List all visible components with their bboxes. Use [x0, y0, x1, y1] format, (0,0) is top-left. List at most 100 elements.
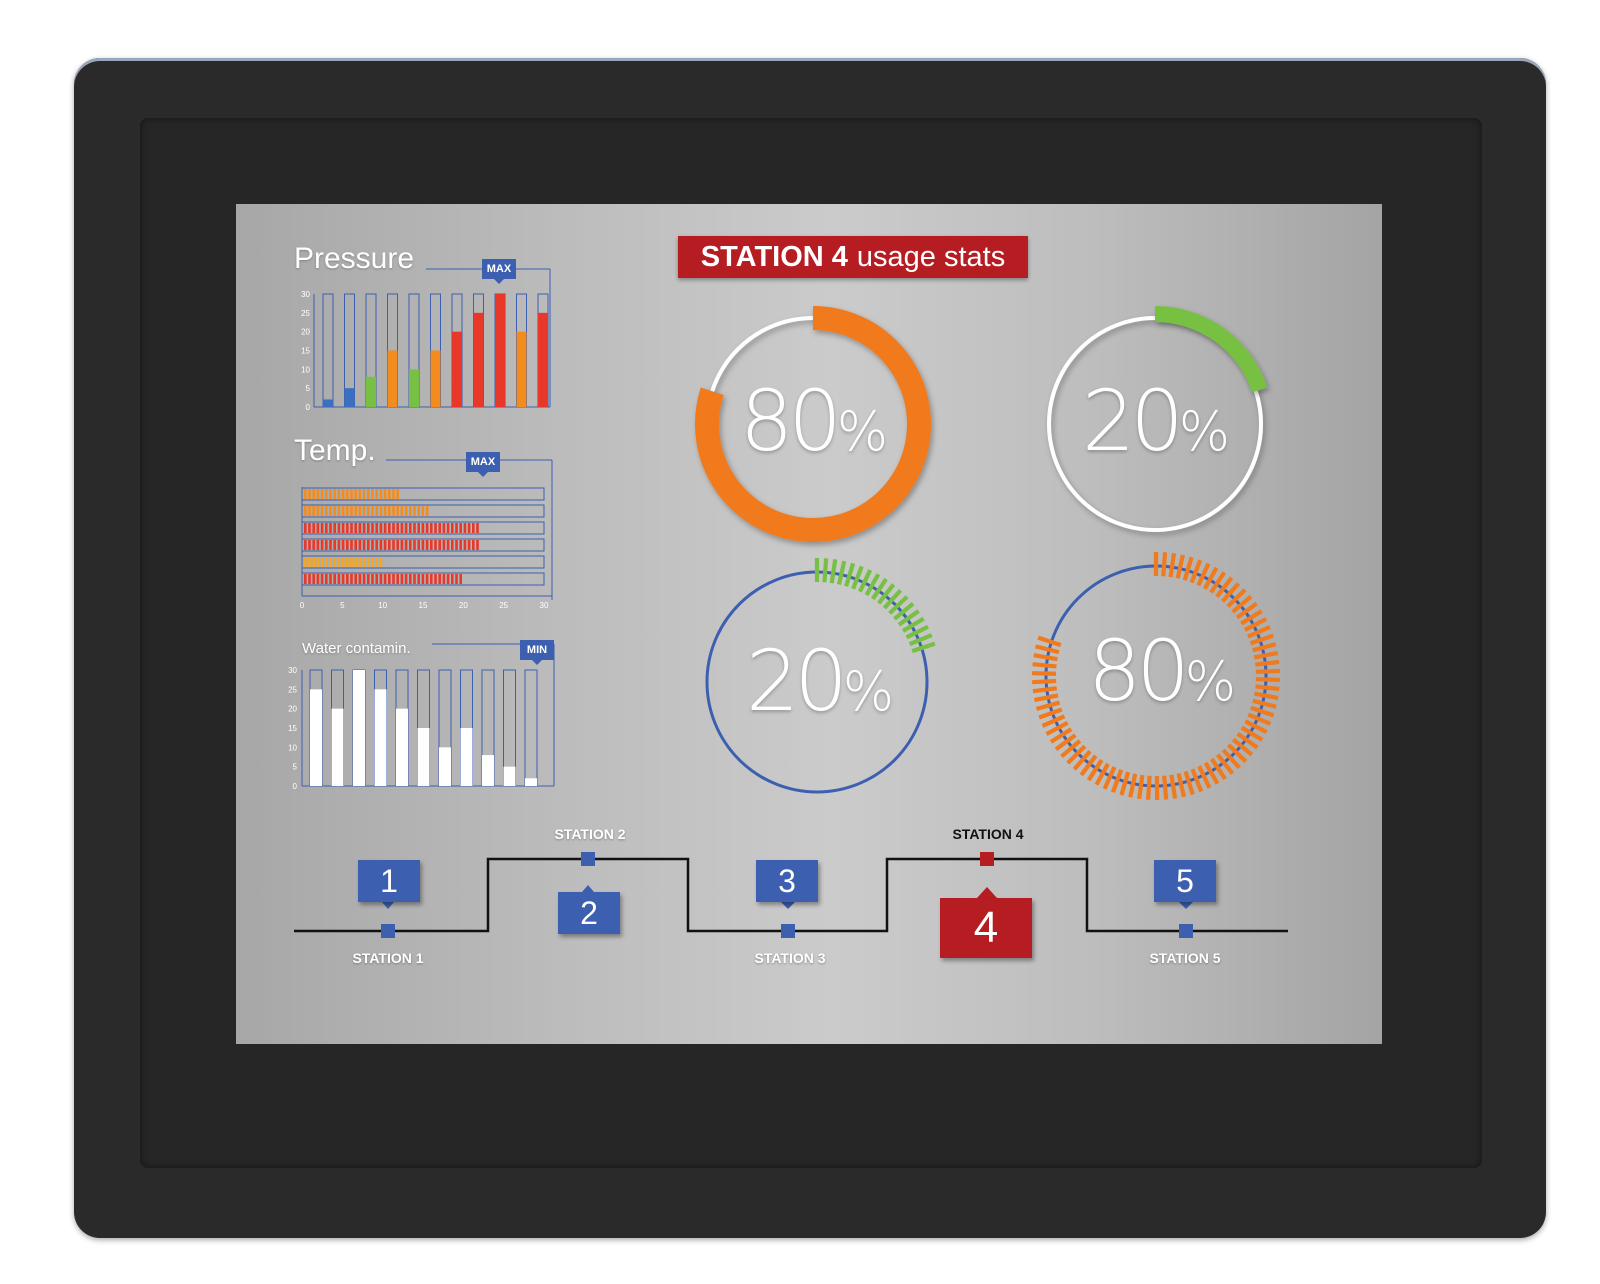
- pressure-bar: [344, 388, 355, 407]
- gauges: [695, 306, 1281, 801]
- temp-bar-segment: [341, 540, 345, 550]
- station-5-button[interactable]: 5: [1154, 860, 1216, 902]
- temp-bar-segment: [417, 574, 420, 584]
- temp-bar-segment: [388, 540, 391, 550]
- temp-bar-segment: [438, 574, 441, 584]
- pressure-ytick: 5: [306, 384, 311, 393]
- temp-bar-segment: [392, 506, 395, 516]
- temp-bar-segment: [354, 489, 357, 499]
- title-suffix: usage stats: [856, 240, 1006, 273]
- temp-bar-segment: [308, 506, 311, 516]
- station-marker: [781, 924, 795, 938]
- temp-bar-segment: [325, 540, 328, 550]
- gauge-tick: [822, 558, 829, 583]
- temp-bar-segment: [417, 506, 420, 516]
- temp-bar-segment: [350, 557, 353, 567]
- gauge-tick: [1255, 684, 1280, 692]
- temp-bar-segment: [400, 540, 404, 550]
- pressure-bar: [516, 331, 527, 407]
- temp-bar-segment: [341, 506, 345, 516]
- temp-bar-segment: [476, 540, 479, 550]
- gauge-tick: [1086, 758, 1104, 782]
- station-pointer: [1179, 902, 1193, 909]
- station-4-button[interactable]: 4: [940, 898, 1032, 958]
- gauge-tick: [1102, 766, 1117, 790]
- temp-bar-segment: [320, 523, 324, 533]
- temp-bar-segment: [392, 540, 395, 550]
- temp-bar-segment: [325, 574, 328, 584]
- temp-xtick: 10: [378, 601, 387, 610]
- temp-bar-segment: [350, 523, 353, 533]
- station-marker: [381, 924, 395, 938]
- temp-bar-segment: [325, 506, 328, 516]
- temp-bar-segment: [400, 574, 404, 584]
- temp-label: Temp.: [294, 434, 376, 467]
- temp-bar-segment: [383, 540, 387, 550]
- pressure-bar: [323, 399, 333, 407]
- station-3-button[interactable]: 3: [756, 860, 818, 902]
- pressure-ytick: 10: [301, 365, 310, 374]
- temp-max-tag: MAX: [466, 452, 500, 477]
- temp-bar-segment: [446, 540, 450, 550]
- gauge-tick: [1254, 691, 1279, 700]
- station-2-label: STATION 2: [554, 826, 626, 842]
- station-1-button[interactable]: 1: [358, 860, 420, 902]
- temp-bar-segment: [367, 540, 370, 550]
- temp-bar-segment: [421, 540, 425, 550]
- temp-bar-segment: [358, 574, 362, 584]
- temp-bar-segment: [358, 489, 362, 499]
- temp-bar-segment: [346, 557, 349, 567]
- gauge-tick: [1235, 601, 1258, 620]
- gauge-tick: [1255, 668, 1280, 675]
- temp-bar-segment: [430, 523, 433, 533]
- water-ytick: 5: [293, 763, 298, 772]
- water-ytick: 30: [288, 666, 297, 675]
- pressure-ytick: 30: [301, 290, 310, 299]
- temp-bar-segment: [325, 557, 328, 567]
- temp-bar-segment: [425, 574, 429, 584]
- temp-bar-segment: [325, 489, 328, 499]
- temp-bar-segment: [316, 557, 320, 567]
- gauge-tick: [1231, 737, 1254, 757]
- temp-bar-track: [301, 555, 545, 569]
- temp-bar-segment: [350, 506, 353, 516]
- temp-bar-segment: [320, 574, 324, 584]
- gauge-tick: [1215, 576, 1234, 599]
- water-bar: [396, 708, 408, 786]
- gauge-tick: [1168, 553, 1177, 578]
- temp-bar-segment: [320, 506, 324, 516]
- gauge-tick: [1250, 705, 1275, 718]
- gauge-tick: [893, 602, 915, 621]
- temp-bar-segment: [396, 574, 399, 584]
- temp-bar-segment: [442, 574, 446, 584]
- gauge-tick: [1072, 749, 1092, 771]
- temp-xtick: 15: [419, 601, 428, 610]
- temp-bar-segment: [325, 523, 328, 533]
- gauge-tick: [1210, 757, 1227, 781]
- gauge-tick: [1066, 744, 1087, 765]
- temp-bar-segment: [413, 523, 416, 533]
- gauge-tick: [1221, 582, 1241, 603]
- temp-bar-segment: [451, 523, 454, 533]
- gauge-tick: [908, 633, 933, 647]
- gauge-tick: [1094, 762, 1110, 786]
- temp-bar-segment: [312, 506, 315, 516]
- gauge-3-value: 20%: [745, 632, 895, 730]
- temp-bar-segment: [304, 506, 307, 516]
- gauge-tick: [1216, 753, 1235, 775]
- gauge-tick: [1240, 609, 1263, 626]
- pressure-ytick: 15: [301, 347, 310, 356]
- temp-bar-segment: [346, 506, 349, 516]
- gauge-tick: [1189, 559, 1203, 584]
- station-marker: [1179, 924, 1193, 938]
- water-chart: 0 5 10 15 20 25 30: [288, 643, 555, 791]
- gauge-tick: [1038, 707, 1063, 720]
- temp-bar-segment: [375, 506, 378, 516]
- temp-bar-segment: [337, 557, 341, 567]
- temp-bar-segment: [354, 523, 357, 533]
- gauge-tick: [1231, 594, 1253, 614]
- temp-bar-segment: [329, 489, 332, 499]
- pressure-label: Pressure: [294, 242, 415, 275]
- temp-bar-track: [301, 538, 545, 552]
- station-2-button[interactable]: 2: [558, 892, 620, 934]
